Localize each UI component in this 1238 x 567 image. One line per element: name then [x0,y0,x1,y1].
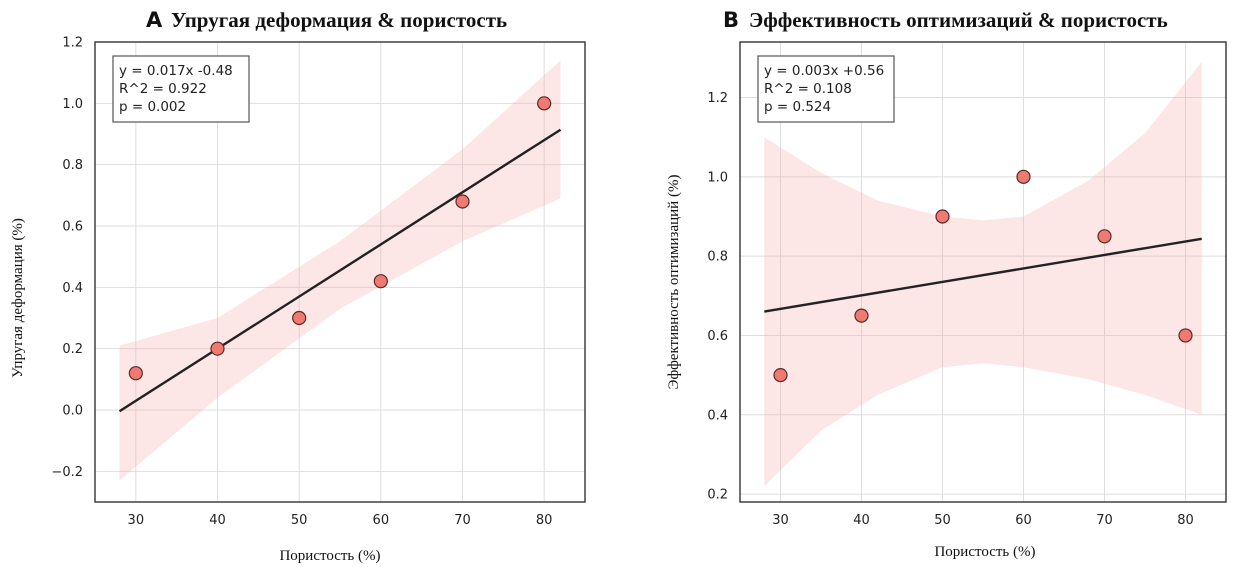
panel-b-xtick-label-1: 40 [853,513,870,528]
panel-b-xtick-label-5: 80 [1177,513,1194,528]
panel-b-ytick-label-4: 1.0 [707,170,728,185]
panel-a: A Упругая деформация & пористость 30 40 50… [10,8,586,564]
panel-a-ytick-label-4: 0.6 [62,220,83,235]
panel-b-stats-line-0: y = 0.003x +0.56 [764,63,884,79]
panel-b-point-4 [1097,229,1112,244]
panel-b-ytick-label-2: 0.6 [707,329,728,344]
panel-a-stats-line-2: p = 0.002 [119,99,186,115]
panel-a-xtick-label-1: 40 [209,513,226,528]
panel-a-point-1 [210,341,225,356]
panel-b-point-0 [773,368,788,383]
panel-a-title: Упругая деформация & пористость [171,8,507,32]
panel-b-title: Эффективность оптимизаций & пористость [749,8,1168,32]
panel-b-confidence-band [764,61,1202,487]
panel-a-ytick-label-1: 0.0 [62,404,83,419]
panel-b-ylabel: Эффективность оптимизаций (%) [666,175,682,390]
panel-b-point-3 [1016,169,1031,184]
panel-a-xtick-label-0: 30 [128,513,145,528]
panel-b-letter: B [723,8,739,32]
panel-a-stats-line-0: y = 0.017x -0.48 [119,63,233,79]
panel-b-xtick-label-2: 50 [934,513,951,528]
panel-a-ytick-label-5: 0.8 [62,158,83,173]
panel-a-stats-line-1: R^2 = 0.922 [119,81,207,97]
panel-a-ytick-label-7: 1.2 [62,36,83,51]
panel-b-ytick-label-1: 0.4 [707,408,728,423]
panel-a-plot-area: 30 40 50 60 70 80 −0.2 0.0 0.2 0.4 0.6 0.8 1.0 1.2 y =… [51,36,586,528]
panel-a-regression-line [118,128,562,413]
panel-b-point-5 [1178,328,1193,343]
panel-a-xtick-label-5: 80 [536,513,553,528]
panel-b-ytick-label-0: 0.2 [707,488,728,503]
panel-b-plot-area: 30 40 50 60 70 80 0.2 0.4 0.6 0.8 1.0 1.2 y = 0.003x… [707,41,1227,528]
panel-a-xlabel: Пористость (%) [279,548,380,564]
panel-b-stats-line-1: R^2 = 0.108 [764,81,852,97]
panel-a-point-3 [373,274,388,289]
panel-b-xlabel: Пористость (%) [934,544,1035,560]
panel-b-point-2 [935,209,950,224]
panel-a-xtick-label-2: 50 [291,513,308,528]
panel-a-point-0 [128,366,143,381]
panel-b-xtick-label-3: 60 [1015,513,1032,528]
panel-b-axes-frame [739,41,1227,503]
panel-b-regression-line [764,237,1202,313]
panel-b-stats-box [757,55,895,123]
panel-a-ytick-label-3: 0.4 [62,281,83,296]
panel-a-ytick-label-0: −0.2 [51,465,83,480]
panel-b-xtick-label-4: 70 [1096,513,1113,528]
panel-a-point-2 [292,310,307,326]
panel-b-ytick-label-3: 0.8 [707,250,728,265]
panel-a-ytick-label-6: 1.0 [62,97,83,112]
panel-a-axes-frame [94,41,586,503]
panel-b-ytick-label-5: 1.2 [707,91,728,106]
panel-b-stats-line-2: p = 0.524 [764,99,831,115]
panel-a-stats-box [112,55,250,123]
panel-b-point-1 [854,308,869,323]
panel-b: B Эффективность оптимизаций & пористость… [666,8,1227,560]
panel-a-xtick-label-3: 60 [373,513,390,528]
panel-a-point-4 [455,194,470,209]
panel-a-letter: A [146,8,163,32]
panel-a-point-5 [537,96,552,111]
panel-a-ylabel: Упругая деформация (%) [10,218,26,378]
panel-b-xtick-label-0: 30 [772,513,789,528]
panel-a-ytick-label-2: 0.2 [62,342,83,357]
panel-a-xtick-label-4: 70 [454,513,471,528]
